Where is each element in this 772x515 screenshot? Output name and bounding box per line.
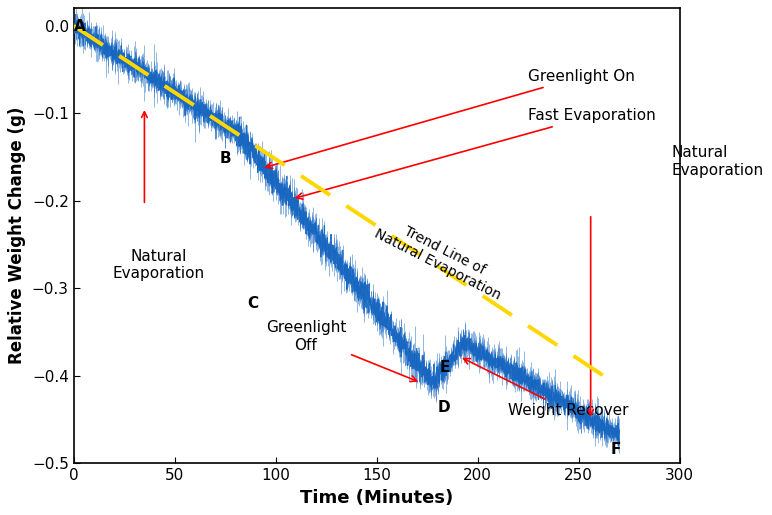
Text: Greenlight
Off: Greenlight Off xyxy=(266,320,417,382)
Text: B: B xyxy=(219,151,231,166)
Text: Fast Evaporation: Fast Evaporation xyxy=(296,108,656,199)
Text: Natural
Evaporation: Natural Evaporation xyxy=(113,249,205,281)
Text: F: F xyxy=(611,442,621,457)
Text: E: E xyxy=(439,360,449,375)
Text: Trend Line of
Natural Evaporation: Trend Line of Natural Evaporation xyxy=(372,213,510,303)
X-axis label: Time (Minutes): Time (Minutes) xyxy=(300,489,453,507)
Y-axis label: Relative Weight Change (g): Relative Weight Change (g) xyxy=(8,107,26,365)
Text: Greenlight On: Greenlight On xyxy=(266,69,635,168)
Text: C: C xyxy=(247,296,259,311)
Text: Natural
Evaporation: Natural Evaporation xyxy=(672,145,764,178)
Text: A: A xyxy=(74,19,86,34)
Text: Weight Recover: Weight Recover xyxy=(463,358,628,418)
Text: D: D xyxy=(437,400,450,415)
